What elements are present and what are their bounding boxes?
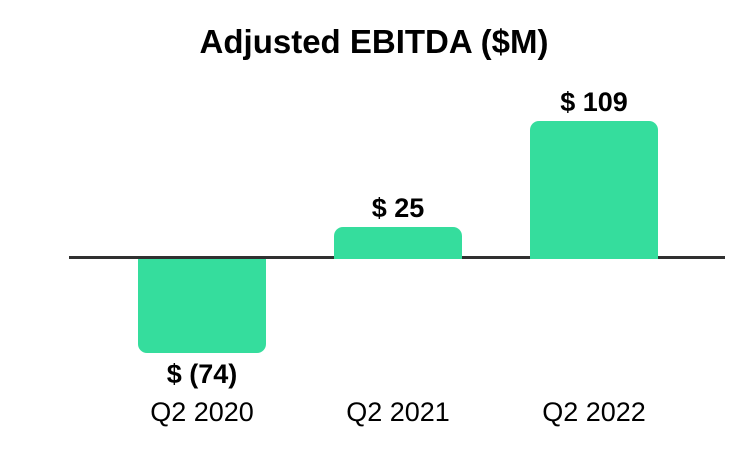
x-tick-q2-2020: Q2 2020 — [150, 397, 254, 427]
bar-q2-2021 — [334, 227, 462, 259]
x-tick-q2-2022: Q2 2022 — [542, 397, 646, 427]
value-label-q2-2022: $ 109 — [560, 87, 628, 117]
value-label-q2-2021: $ 25 — [371, 193, 425, 223]
bar-q2-2020 — [138, 259, 266, 353]
x-tick-q2-2021: Q2 2021 — [346, 397, 450, 427]
value-label-q2-2020: $ (74) — [166, 359, 238, 389]
bar-q2-2022 — [530, 121, 658, 259]
chart-title: Adjusted EBITDA ($M) — [199, 23, 549, 60]
